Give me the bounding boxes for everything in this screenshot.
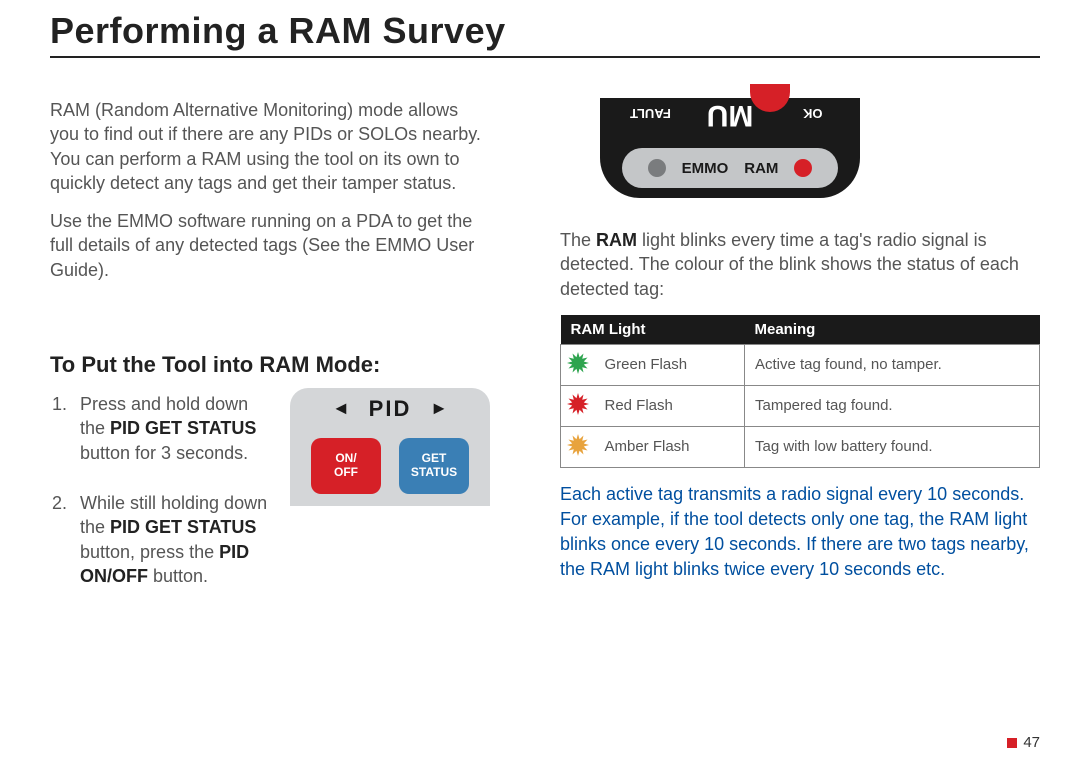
light-meaning: Tag with low battery found. xyxy=(745,426,1040,467)
step-1: Press and hold down the PID GET STATUS b… xyxy=(72,392,270,465)
steps-wrap: Press and hold down the PID GET STATUS b… xyxy=(50,392,490,614)
th-meaning: Meaning xyxy=(745,315,1040,345)
step1-text-c: button for 3 seconds. xyxy=(80,443,248,463)
emmo-label: EMMO xyxy=(682,160,729,177)
step2-bold1: PID GET STATUS xyxy=(110,517,256,537)
table-row: Red Flash Tampered tag found. xyxy=(561,385,1040,426)
light-meaning: Active tag found, no tamper. xyxy=(745,344,1040,385)
light-label: Green Flash xyxy=(595,344,745,385)
page-title: Performing a RAM Survey xyxy=(50,10,1040,58)
ram-led-icon xyxy=(794,159,812,177)
step2-text-c: button, press the xyxy=(80,542,219,562)
burst-cell xyxy=(561,344,595,385)
light-meaning: Tampered tag found. xyxy=(745,385,1040,426)
ram-light-table: RAM Light Meaning Green Flash Active tag… xyxy=(560,315,1040,468)
step1-bold: PID GET STATUS xyxy=(110,418,256,438)
burst-cell xyxy=(561,385,595,426)
right-column: OK MU FAULT EMMO RAM The RAM light blink… xyxy=(560,98,1040,614)
steps-list: Press and hold down the PID GET STATUS b… xyxy=(50,392,270,614)
th-ram-light: RAM Light xyxy=(561,315,745,345)
page-footer: 47 xyxy=(1007,734,1040,751)
ram-label: RAM xyxy=(744,160,778,177)
mu-indicator-panel: OK MU FAULT EMMO RAM xyxy=(600,98,860,198)
content-columns: RAM (Random Alternative Monitoring) mode… xyxy=(50,98,1040,614)
emmo-led-icon xyxy=(648,159,666,177)
pid-label: PID xyxy=(290,396,490,422)
blue-note: Each active tag transmits a radio signal… xyxy=(560,482,1040,583)
pid-button-panel: ◄ PID ► ON/ OFF GET STATUS xyxy=(290,388,490,506)
pid-onoff-button: ON/ OFF xyxy=(311,438,381,494)
intro-paragraph-2: Use the EMMO software running on a PDA t… xyxy=(50,209,490,282)
explain-b: RAM xyxy=(596,230,637,250)
light-label: Amber Flash xyxy=(595,426,745,467)
subheading: To Put the Tool into RAM Mode: xyxy=(50,352,490,378)
pid-onoff-line1: ON/ xyxy=(334,452,358,466)
mu-fault-label: FAULT xyxy=(630,106,671,121)
burst-icon xyxy=(566,433,590,461)
light-label: Red Flash xyxy=(595,385,745,426)
pid-get-line1: GET xyxy=(411,452,457,466)
footer-square-icon xyxy=(1007,738,1017,748)
table-row: Amber Flash Tag with low battery found. xyxy=(561,426,1040,467)
pid-arrow-right-icon: ► xyxy=(430,398,448,419)
table-body: Green Flash Active tag found, no tamper.… xyxy=(561,344,1040,467)
table-row: Green Flash Active tag found, no tamper. xyxy=(561,344,1040,385)
intro-paragraph-1: RAM (Random Alternative Monitoring) mode… xyxy=(50,98,490,195)
pid-button-row: ON/ OFF GET STATUS xyxy=(290,438,490,494)
pid-get-line2: STATUS xyxy=(411,466,457,480)
ram-explain-paragraph: The RAM light blinks every time a tag's … xyxy=(560,228,1040,301)
pid-getstatus-button: GET STATUS xyxy=(399,438,469,494)
burst-icon xyxy=(566,351,590,379)
burst-cell xyxy=(561,426,595,467)
explain-a: The xyxy=(560,230,596,250)
mu-inner-bar: EMMO RAM xyxy=(622,148,838,188)
page-number: 47 xyxy=(1023,734,1040,751)
left-column: RAM (Random Alternative Monitoring) mode… xyxy=(50,98,490,614)
step2-text-e: button. xyxy=(148,566,208,586)
step-2: While still holding down the PID GET STA… xyxy=(72,491,270,588)
burst-icon xyxy=(566,392,590,420)
pid-onoff-line2: OFF xyxy=(334,466,358,480)
